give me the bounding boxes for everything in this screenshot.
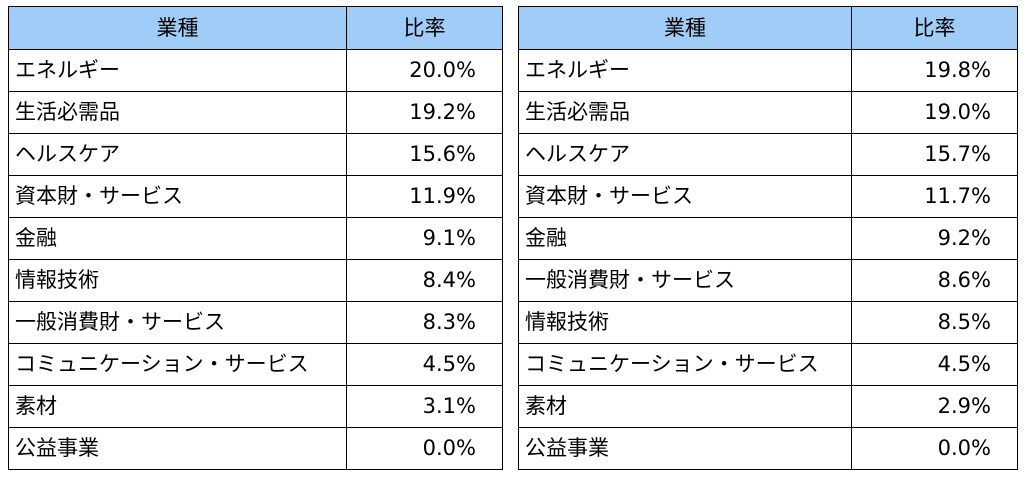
sector-name: 素材 <box>8 385 347 428</box>
sector-ratio: 0.0% <box>851 427 1018 470</box>
sector-name: エネルギー <box>518 49 852 92</box>
sector-name: ヘルスケア <box>518 133 852 176</box>
sector-name: 公益事業 <box>8 427 347 470</box>
sector-ratio: 11.9% <box>346 175 503 218</box>
sector-ratio: 20.0% <box>346 49 503 92</box>
sector-name: 情報技術 <box>8 259 347 302</box>
sector-table-right: 業種 比率 エネルギー 19.8% 生活必需品 19.0% ヘルスケア 15.7% 資… <box>518 6 1018 470</box>
table-row: 金融 9.2% <box>518 217 1018 260</box>
table-row: 生活必需品 19.2% <box>8 91 503 134</box>
table-row: 資本財・サービス 11.9% <box>8 175 503 218</box>
sector-name: エネルギー <box>8 49 347 92</box>
header-sector: 業種 <box>518 6 852 50</box>
sector-ratio: 4.5% <box>346 343 503 386</box>
table-row: 生活必需品 19.0% <box>518 91 1018 134</box>
sector-name: 素材 <box>518 385 852 428</box>
table-row: エネルギー 20.0% <box>8 49 503 92</box>
sector-name: 一般消費財・サービス <box>8 301 347 344</box>
sector-ratio: 19.2% <box>346 91 503 134</box>
sector-table-left: 業種 比率 エネルギー 20.0% 生活必需品 19.2% ヘルスケア 15.6% 資… <box>8 6 503 470</box>
table-row: 一般消費財・サービス 8.3% <box>8 301 503 344</box>
sector-ratio: 2.9% <box>851 385 1018 428</box>
table-row: 情報技術 8.5% <box>518 301 1018 344</box>
sector-name: 生活必需品 <box>8 91 347 134</box>
sector-ratio: 9.2% <box>851 217 1018 260</box>
header-ratio: 比率 <box>851 6 1018 50</box>
sector-ratio: 8.6% <box>851 259 1018 302</box>
sector-name: 資本財・サービス <box>518 175 852 218</box>
sector-name: 情報技術 <box>518 301 852 344</box>
sector-ratio: 15.7% <box>851 133 1018 176</box>
sector-ratio: 8.3% <box>346 301 503 344</box>
table-row: 素材 2.9% <box>518 385 1018 428</box>
sector-name: 公益事業 <box>518 427 852 470</box>
sector-ratio: 0.0% <box>346 427 503 470</box>
sector-ratio: 8.5% <box>851 301 1018 344</box>
table-row: 資本財・サービス 11.7% <box>518 175 1018 218</box>
sector-name: ヘルスケア <box>8 133 347 176</box>
table-row: 金融 9.1% <box>8 217 503 260</box>
table-row: エネルギー 19.8% <box>518 49 1018 92</box>
sector-name: 生活必需品 <box>518 91 852 134</box>
table-header-row: 業種 比率 <box>518 6 1018 50</box>
table-row: コミュニケーション・サービス 4.5% <box>8 343 503 386</box>
sector-ratio: 19.0% <box>851 91 1018 134</box>
table-row: 公益事業 0.0% <box>8 427 503 470</box>
sector-ratio: 4.5% <box>851 343 1018 386</box>
table-row: ヘルスケア 15.6% <box>8 133 503 176</box>
table-row: 情報技術 8.4% <box>8 259 503 302</box>
header-sector: 業種 <box>8 6 347 50</box>
header-ratio: 比率 <box>346 6 503 50</box>
sector-name: コミュニケーション・サービス <box>8 343 347 386</box>
sector-ratio: 11.7% <box>851 175 1018 218</box>
sector-name: 金融 <box>518 217 852 260</box>
table-row: 一般消費財・サービス 8.6% <box>518 259 1018 302</box>
sector-name: 一般消費財・サービス <box>518 259 852 302</box>
table-row: コミュニケーション・サービス 4.5% <box>518 343 1018 386</box>
sector-ratio: 3.1% <box>346 385 503 428</box>
table-row: ヘルスケア 15.7% <box>518 133 1018 176</box>
sector-ratio: 19.8% <box>851 49 1018 92</box>
table-row: 素材 3.1% <box>8 385 503 428</box>
sector-name: コミュニケーション・サービス <box>518 343 852 386</box>
table-row: 公益事業 0.0% <box>518 427 1018 470</box>
sector-ratio: 8.4% <box>346 259 503 302</box>
sector-ratio: 15.6% <box>346 133 503 176</box>
table-header-row: 業種 比率 <box>8 6 503 50</box>
sector-name: 金融 <box>8 217 347 260</box>
sector-ratio: 9.1% <box>346 217 503 260</box>
sector-name: 資本財・サービス <box>8 175 347 218</box>
